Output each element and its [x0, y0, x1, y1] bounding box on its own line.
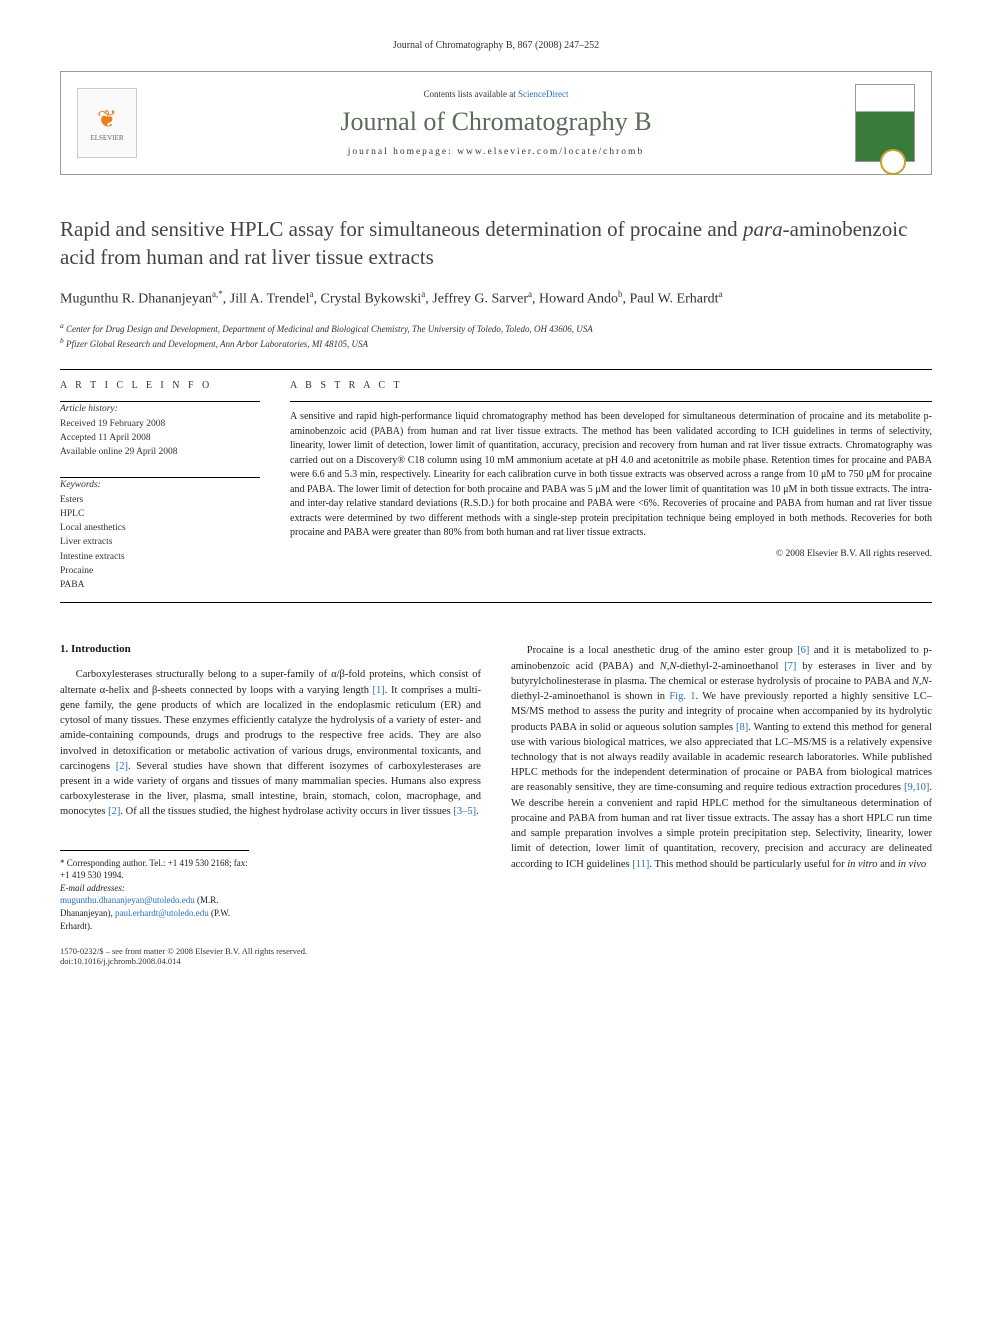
elsevier-tree-icon: ❦ — [97, 105, 117, 134]
page-footer: 1570-0232/$ – see front matter © 2008 El… — [60, 946, 932, 966]
article-info-column: A R T I C L E I N F O Article history: R… — [60, 380, 260, 592]
abstract-text: A sensitive and rapid high-performance l… — [290, 410, 932, 541]
keywords-label: Keywords: — [60, 478, 260, 492]
masthead: ❦ ELSEVIER Contents lists available at S… — [60, 71, 932, 175]
article-info-heading: A R T I C L E I N F O — [60, 380, 260, 391]
history-label: Article history: — [60, 402, 260, 416]
affiliations: a Center for Drug Design and Development… — [60, 321, 932, 351]
abstract-copyright: © 2008 Elsevier B.V. All rights reserved… — [290, 549, 932, 559]
email-label: E-mail addresses: — [60, 883, 125, 893]
title-ital: para — [743, 217, 783, 241]
running-head: Journal of Chromatography B, 867 (2008) … — [60, 40, 932, 51]
email-1[interactable]: mugunthu.dhananjeyan@utoledo.edu — [60, 895, 195, 905]
author-list: Mugunthu R. Dhananjeyana,*, Jill A. Tren… — [60, 288, 932, 310]
column-right: Procaine is a local anesthetic drug of t… — [511, 643, 932, 932]
footer-left: 1570-0232/$ – see front matter © 2008 El… — [60, 946, 307, 966]
keyword-item: PABA — [60, 578, 260, 592]
affiliation-b: b Pfizer Global Research and Development… — [60, 336, 932, 351]
rule-bottom — [60, 602, 932, 603]
journal-cover-thumb — [855, 84, 915, 162]
intro-para-2: Procaine is a local anesthetic drug of t… — [511, 643, 932, 871]
email-line: E-mail addresses: mugunthu.dhananjeyan@u… — [60, 882, 249, 932]
keyword-item: Procaine — [60, 564, 260, 578]
column-left: 1. Introduction Carboxylesterases struct… — [60, 643, 481, 932]
footnotes: * Corresponding author. Tel.: +1 419 530… — [60, 850, 249, 933]
front-matter-line: 1570-0232/$ – see front matter © 2008 El… — [60, 946, 307, 956]
email-2[interactable]: paul.erhardt@utoledo.edu — [115, 908, 209, 918]
publisher-logo: ❦ ELSEVIER — [77, 88, 137, 158]
keyword-item: Liver extracts — [60, 535, 260, 549]
article-title: Rapid and sensitive HPLC assay for simul… — [60, 215, 932, 272]
meta-abstract-row: A R T I C L E I N F O Article history: R… — [60, 380, 932, 592]
contents-line: Contents lists available at ScienceDirec… — [153, 89, 839, 99]
affiliation-a-text: Center for Drug Design and Development, … — [66, 324, 593, 334]
sciencedirect-link[interactable]: ScienceDirect — [518, 89, 568, 99]
section-1-heading: 1. Introduction — [60, 643, 481, 655]
journal-title: Journal of Chromatography B — [153, 107, 839, 137]
keyword-item: Esters — [60, 493, 260, 507]
keywords-list: EstersHPLCLocal anestheticsLiver extract… — [60, 493, 260, 593]
abstract-column: A B S T R A C T A sensitive and rapid hi… — [290, 380, 932, 592]
affiliation-a: a Center for Drug Design and Development… — [60, 321, 932, 336]
article-history: Article history: Received 19 February 20… — [60, 402, 260, 459]
history-received: Received 19 February 2008 — [60, 417, 260, 431]
history-accepted: Accepted 11 April 2008 — [60, 431, 260, 445]
rule-top — [60, 369, 932, 370]
contents-prefix: Contents lists available at — [424, 89, 518, 99]
keywords-block: Keywords: EstersHPLCLocal anestheticsLiv… — [60, 478, 260, 592]
history-online: Available online 29 April 2008 — [60, 445, 260, 459]
title-pre: Rapid and sensitive HPLC assay for simul… — [60, 217, 743, 241]
affiliation-b-text: Pfizer Global Research and Development, … — [66, 339, 368, 349]
masthead-center: Contents lists available at ScienceDirec… — [153, 89, 839, 157]
keyword-item: Local anesthetics — [60, 521, 260, 535]
corresponding-author: * Corresponding author. Tel.: +1 419 530… — [60, 857, 249, 882]
keyword-item: HPLC — [60, 507, 260, 521]
publisher-name: ELSEVIER — [90, 134, 123, 142]
keyword-item: Intestine extracts — [60, 550, 260, 564]
doi-line: doi:10.1016/j.jchromb.2008.04.014 — [60, 956, 307, 966]
abstract-heading: A B S T R A C T — [290, 380, 932, 391]
abstract-rule — [290, 401, 932, 402]
body-columns: 1. Introduction Carboxylesterases struct… — [60, 643, 932, 932]
journal-homepage: journal homepage: www.elsevier.com/locat… — [153, 147, 839, 157]
intro-para-1: Carboxylesterases structurally belong to… — [60, 667, 481, 819]
